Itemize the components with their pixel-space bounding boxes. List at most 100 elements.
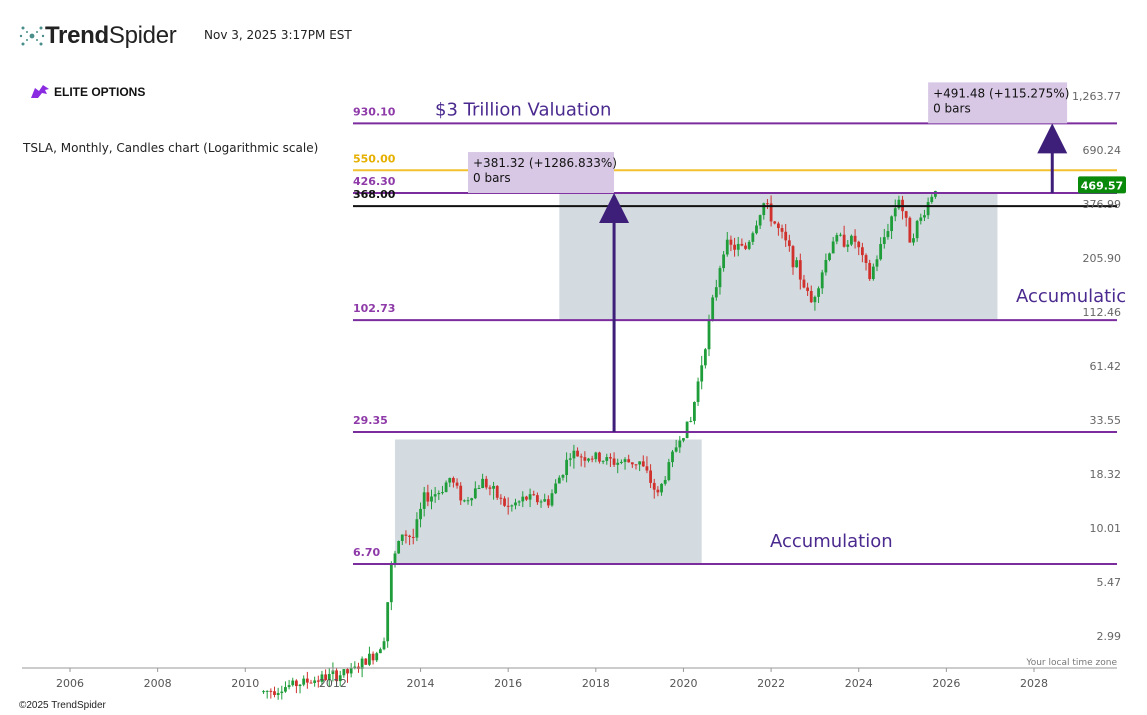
candle-body	[598, 452, 601, 462]
candle-body	[919, 217, 923, 221]
candle-body	[291, 680, 295, 686]
candle-body	[466, 500, 470, 502]
candle	[313, 676, 317, 687]
candle-body	[660, 483, 663, 493]
candle-body	[546, 499, 550, 506]
candle	[809, 285, 813, 303]
candle	[652, 478, 656, 499]
candle-body	[422, 492, 426, 509]
measure-change: +381.32 (+1286.833%)	[473, 156, 617, 170]
candle	[368, 646, 371, 667]
candle	[422, 486, 426, 517]
candle-body	[386, 602, 390, 642]
candle	[897, 195, 901, 210]
candle	[521, 491, 525, 508]
spider-logo-icon	[19, 26, 45, 46]
candle	[755, 220, 758, 235]
candle-body	[649, 470, 652, 483]
candle	[828, 252, 831, 262]
candle-body	[857, 241, 861, 248]
candle	[612, 452, 616, 467]
zones-layer	[394, 193, 998, 564]
candle-body	[641, 461, 645, 467]
candle-body	[353, 666, 357, 668]
candle	[842, 225, 846, 248]
candle-body	[338, 675, 342, 682]
candle	[667, 458, 671, 482]
candle-body	[795, 260, 799, 268]
candle	[839, 232, 842, 237]
candle	[798, 253, 802, 290]
candle-body	[882, 237, 886, 245]
candle-body	[871, 266, 875, 280]
candle-body	[744, 245, 747, 249]
candle-body	[725, 239, 729, 255]
candle-body	[831, 241, 835, 254]
elite-logo-text: ELITE OPTIONS	[54, 85, 146, 99]
candle-body	[313, 680, 317, 683]
candle	[408, 534, 411, 546]
candle	[338, 670, 342, 687]
measure-box-0	[468, 152, 615, 194]
candle-body	[309, 682, 313, 684]
candle	[452, 476, 455, 488]
candle	[882, 228, 886, 249]
candle	[510, 504, 514, 512]
candle	[787, 234, 791, 252]
level-label: 368.00	[353, 188, 396, 201]
x-tick-label: 2018	[582, 677, 610, 690]
candle	[305, 671, 309, 689]
level-label: 550.00	[353, 152, 396, 165]
candle	[276, 687, 280, 700]
measure-bars: 0 bars	[473, 171, 511, 185]
candle	[886, 223, 890, 240]
candle-body	[525, 496, 528, 500]
candle-body	[813, 296, 817, 303]
candle-body	[331, 670, 335, 675]
y-tick-label: 376.99	[1083, 198, 1122, 211]
candle-body	[693, 402, 696, 421]
candle-body	[780, 228, 784, 232]
candle	[853, 229, 857, 249]
candle-body	[287, 685, 291, 688]
current-price-badge	[1078, 176, 1126, 194]
candle-body	[576, 450, 579, 457]
candle-body	[601, 460, 605, 462]
x-tick-label: 2026	[932, 677, 960, 690]
level-label: 6.70	[353, 546, 380, 559]
candle-body	[499, 497, 503, 499]
candle	[565, 452, 569, 483]
y-tick-label: 33.55	[1090, 414, 1122, 427]
candle	[561, 474, 565, 481]
candle-body	[707, 319, 711, 350]
candle-body	[776, 223, 780, 229]
candle	[294, 679, 298, 694]
candle-body	[393, 553, 397, 564]
candle	[528, 488, 532, 508]
candle	[287, 679, 291, 690]
candle	[495, 485, 499, 500]
candle	[908, 216, 912, 243]
candle	[718, 265, 722, 295]
candle-body	[324, 674, 328, 681]
candle-body	[711, 297, 715, 320]
candle-body	[404, 534, 408, 536]
candle-body	[364, 658, 368, 665]
candle-body	[360, 658, 364, 669]
current-price-text: 469.57	[1081, 179, 1123, 192]
candle	[893, 199, 897, 222]
candle	[535, 492, 539, 505]
candle-body	[517, 501, 521, 503]
candle-body	[382, 641, 386, 650]
candle-body	[860, 247, 864, 256]
candle	[473, 481, 477, 500]
candle	[685, 421, 689, 439]
measure-box-1	[928, 82, 1068, 124]
candle	[426, 484, 430, 507]
candle-body	[656, 489, 660, 493]
candle	[378, 647, 382, 654]
candle	[663, 476, 667, 486]
candle	[411, 528, 415, 545]
candle-body	[623, 459, 627, 462]
